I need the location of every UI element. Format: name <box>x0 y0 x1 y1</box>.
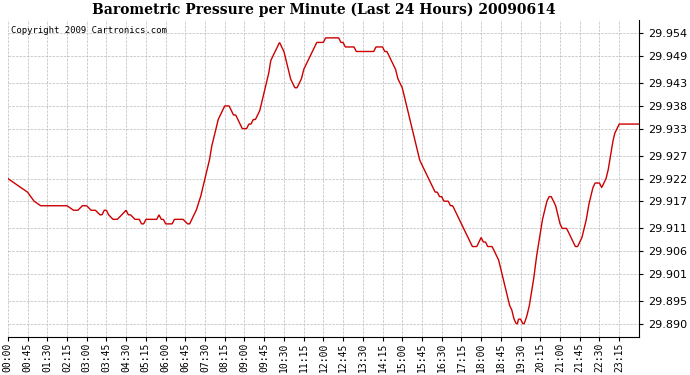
Title: Barometric Pressure per Minute (Last 24 Hours) 20090614: Barometric Pressure per Minute (Last 24 … <box>92 3 555 17</box>
Text: Copyright 2009 Cartronics.com: Copyright 2009 Cartronics.com <box>11 26 167 35</box>
